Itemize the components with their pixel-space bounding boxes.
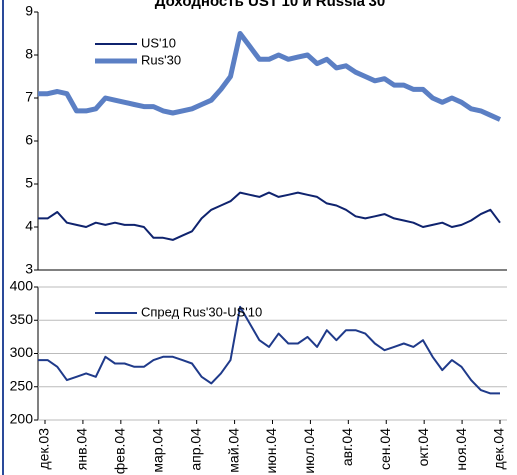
y-tick-label: 400 — [10, 278, 34, 294]
x-tick-label: ноя.04 — [453, 428, 469, 471]
y-tick-label: 8 — [25, 46, 33, 62]
y-tick-label: 3 — [25, 261, 33, 277]
x-tick-label: фев.04 — [112, 428, 128, 474]
series-line — [38, 31, 502, 122]
y-tick-label: 6 — [25, 132, 33, 148]
series-line — [38, 191, 501, 241]
y-tick-label: 7 — [25, 89, 33, 105]
y-tick-label: 300 — [10, 344, 34, 360]
y-tick-label: 4 — [25, 218, 33, 234]
legend-label: Спред Rus'30-US'10 — [141, 304, 262, 319]
x-tick-label: апр.04 — [187, 428, 203, 471]
x-tick-label: янв.04 — [74, 428, 90, 470]
series-line — [38, 305, 500, 395]
x-tick-label: дек.03 — [36, 428, 52, 470]
legend-label: Rus'30 — [141, 52, 181, 67]
y-tick-label: 5 — [25, 175, 33, 191]
x-tick-label: авг.04 — [339, 428, 355, 466]
x-tick-label: июл.04 — [301, 428, 317, 474]
x-tick-label: окт.04 — [415, 428, 431, 467]
y-tick-label: 350 — [10, 311, 34, 327]
y-tick-label: 250 — [10, 377, 34, 393]
y-tick-label: 200 — [10, 411, 34, 427]
x-tick-label: мар.04 — [149, 428, 165, 473]
x-tick-label: сен.04 — [377, 428, 393, 470]
x-tick-label: июн.04 — [263, 428, 279, 474]
y-tick-label: 9 — [25, 3, 33, 19]
x-tick-label: дек.04 — [491, 428, 507, 470]
legend-label: US'10 — [141, 35, 176, 50]
chart-title: Доходность UST'10 и Russia'30 — [155, 0, 385, 10]
x-tick-label: май.04 — [225, 428, 241, 473]
